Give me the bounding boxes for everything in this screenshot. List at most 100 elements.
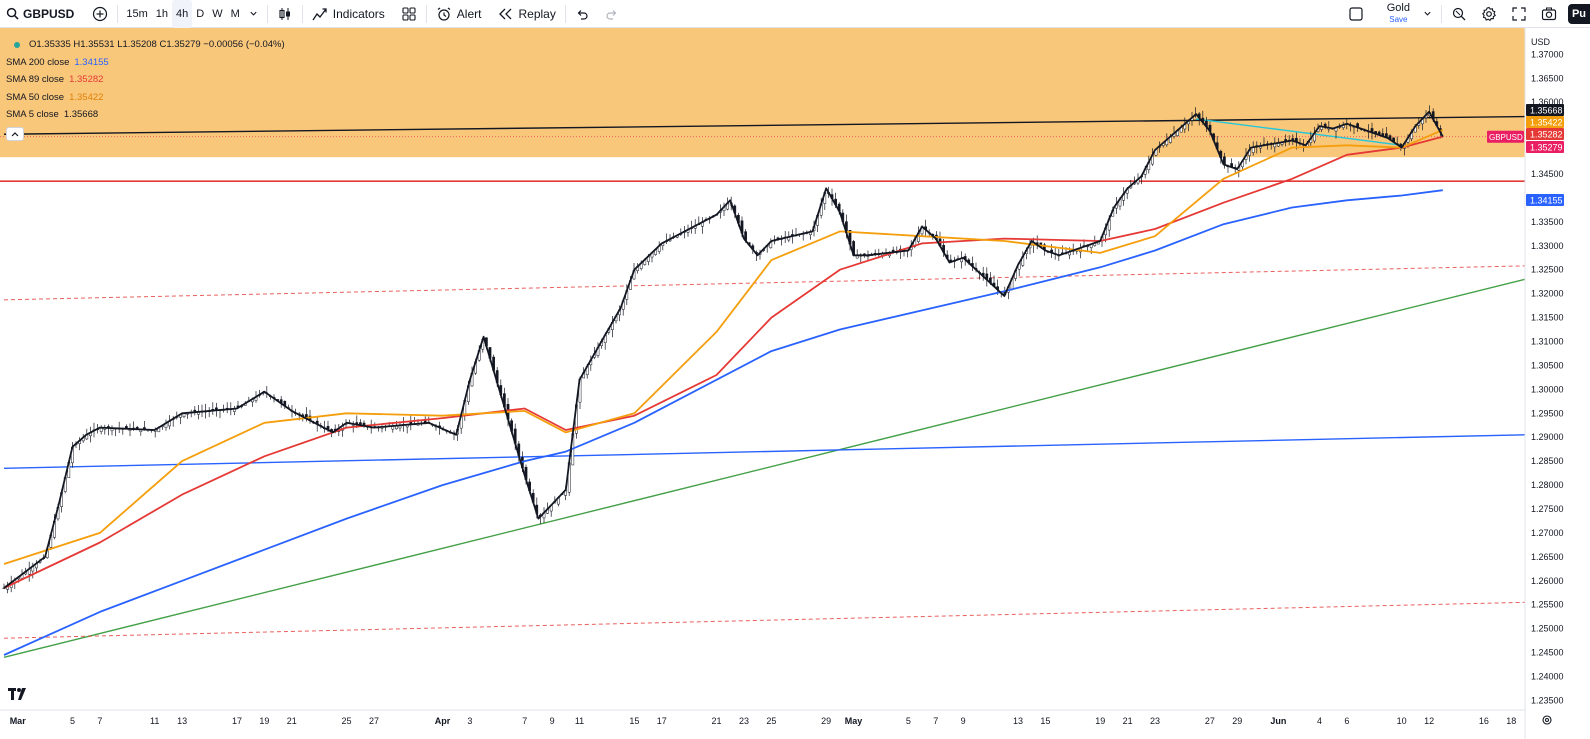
interval-4h[interactable]: 4h xyxy=(172,0,193,28)
price-label-badge xyxy=(1526,116,1564,128)
time-tick-label: 29 xyxy=(1232,716,1242,726)
time-tick-label: 15 xyxy=(1040,716,1050,726)
legend-sma89[interactable]: SMA 89 close 1.35282 xyxy=(6,71,285,89)
publish-button[interactable]: Pu xyxy=(1568,4,1590,24)
time-tick-label: 23 xyxy=(739,716,749,726)
interval-d[interactable]: D xyxy=(196,7,205,20)
time-tick-label: 17 xyxy=(657,716,667,726)
legend-sma5[interactable]: SMA 5 close 1.35668 xyxy=(6,106,285,124)
undo-icon xyxy=(577,9,588,20)
chart-type-button[interactable] xyxy=(272,0,298,28)
toolbar-divider xyxy=(117,4,119,23)
price-label-value: 1.35422 xyxy=(1530,118,1563,128)
alert-button[interactable]: Alert xyxy=(431,0,487,28)
time-tick-label: 15 xyxy=(629,716,639,726)
time-tick-label: 21 xyxy=(712,716,722,726)
alarm-clock-icon xyxy=(437,7,451,21)
interval-w[interactable]: W xyxy=(212,7,223,20)
undo-button[interactable] xyxy=(570,0,594,28)
time-tick-label: 16 xyxy=(1479,716,1489,726)
red-dashed-upper-channel xyxy=(3,265,1526,301)
legend-collapse-button[interactable] xyxy=(6,126,24,141)
toolbar-divider xyxy=(564,4,566,23)
price-tick-label: 1.26500 xyxy=(1531,552,1564,562)
price-tick-label: 1.27500 xyxy=(1531,504,1564,514)
time-tick-label: May xyxy=(845,716,863,726)
price-tick-label: 1.37000 xyxy=(1531,49,1564,59)
time-tick-label: 18 xyxy=(1506,716,1516,726)
gear-icon xyxy=(1482,6,1496,21)
search-sparkle-icon xyxy=(1452,7,1466,20)
price-chart[interactable]: USD1.370001.365001.360001.355001.350001.… xyxy=(0,28,1590,739)
legend-sma89-value: 1.35282 xyxy=(69,74,104,85)
time-axis[interactable]: Mar 5 7 11 13 17 19 21 25 27 Apr 3 7 9 11 15 17 21 23 25 29 M… xyxy=(0,709,1552,726)
time-tick-label: Apr xyxy=(435,716,451,726)
blue-flat-trendline xyxy=(3,434,1526,470)
redo-icon xyxy=(606,9,617,20)
legend-sma200-value: 1.34155 xyxy=(74,56,109,68)
price-tick-label: 1.34500 xyxy=(1531,169,1564,179)
square-layout-icon xyxy=(1349,6,1363,21)
tradingview-logo xyxy=(8,688,30,704)
price-tick-label: 1.33000 xyxy=(1531,241,1564,251)
time-tick-label: 17 xyxy=(232,716,242,726)
price-axis[interactable]: USD1.370001.365001.360001.355001.350001.… xyxy=(1487,28,1590,739)
indicators-button[interactable]: Indicators xyxy=(307,0,390,28)
upper-resistance-trendline xyxy=(3,115,1526,135)
candles-icon xyxy=(279,7,290,20)
interval-dropdown[interactable] xyxy=(244,0,263,28)
currency-label: USD xyxy=(1531,37,1551,47)
settings-button[interactable] xyxy=(1476,0,1502,28)
camera-icon xyxy=(1541,7,1557,20)
toolbar-divider xyxy=(1441,4,1442,23)
time-tick-label: Mar xyxy=(10,716,27,726)
time-tick-label: 11 xyxy=(150,716,159,726)
indicators-label: Indicators xyxy=(332,6,385,21)
chevron-up-icon xyxy=(11,131,19,136)
time-tick-label: 19 xyxy=(259,716,269,726)
indicators-icon xyxy=(312,7,327,20)
templates-button[interactable] xyxy=(396,0,422,28)
price-tick-label: 1.30000 xyxy=(1531,384,1564,394)
compare-symbol-button[interactable] xyxy=(87,0,113,28)
layout-select-button[interactable] xyxy=(1343,0,1369,28)
chevron-down-icon xyxy=(250,11,257,16)
symbol-price-tag xyxy=(1487,130,1524,143)
price-tick-label: 1.25000 xyxy=(1531,624,1564,634)
time-tick-label: 7 xyxy=(97,716,102,726)
chart-legend: O1.35335 H1.35531 L1.35208 C1.35279 −0.0… xyxy=(6,36,285,141)
zones-layer xyxy=(0,28,1525,182)
price-tick-label: 1.36000 xyxy=(1531,97,1564,107)
redo-button[interactable] xyxy=(600,0,624,28)
symbol-search[interactable]: GBPUSD xyxy=(0,0,79,28)
layout-name-button[interactable]: Gold Save xyxy=(1383,0,1414,28)
legend-sma200[interactable]: SMA 200 close 1.34155 xyxy=(6,54,285,72)
time-tick-label: 21 xyxy=(287,716,297,726)
price-tick-label: 1.24500 xyxy=(1531,648,1564,658)
interval-m[interactable]: M xyxy=(230,7,240,20)
legend-sma50[interactable]: SMA 50 close 1.35422 xyxy=(6,89,285,107)
interval-1h[interactable]: 1h xyxy=(155,7,168,20)
price-tick-label: 1.30500 xyxy=(1531,360,1564,370)
price-label-value: 1.34155 xyxy=(1530,196,1563,206)
fullscreen-button[interactable] xyxy=(1506,0,1532,28)
fullscreen-icon xyxy=(1512,6,1526,21)
time-tick-label: 27 xyxy=(369,716,379,726)
time-tick-label: 12 xyxy=(1424,716,1434,726)
quick-search-button[interactable] xyxy=(1446,0,1472,28)
time-tick-label: 7 xyxy=(933,716,938,726)
price-label-value: 1.35279 xyxy=(1530,143,1563,153)
price-tick-label: 1.29000 xyxy=(1531,432,1564,442)
replay-button[interactable]: Replay xyxy=(492,0,560,28)
green-uptrend-line xyxy=(3,278,1526,659)
layout-menu-button[interactable] xyxy=(1418,0,1437,28)
tradingview-logo-icon xyxy=(8,688,26,700)
price-label-value: 1.35668 xyxy=(1530,106,1563,116)
price-label-badge xyxy=(1526,194,1564,206)
time-tick-label: 11 xyxy=(575,716,584,726)
legend-sma50-value: 1.35422 xyxy=(69,91,104,103)
interval-15m[interactable]: 15m xyxy=(126,7,148,20)
teal-short-trendline xyxy=(1196,118,1402,146)
snapshot-button[interactable] xyxy=(1536,0,1562,28)
price-tick-label: 1.32000 xyxy=(1531,289,1564,299)
